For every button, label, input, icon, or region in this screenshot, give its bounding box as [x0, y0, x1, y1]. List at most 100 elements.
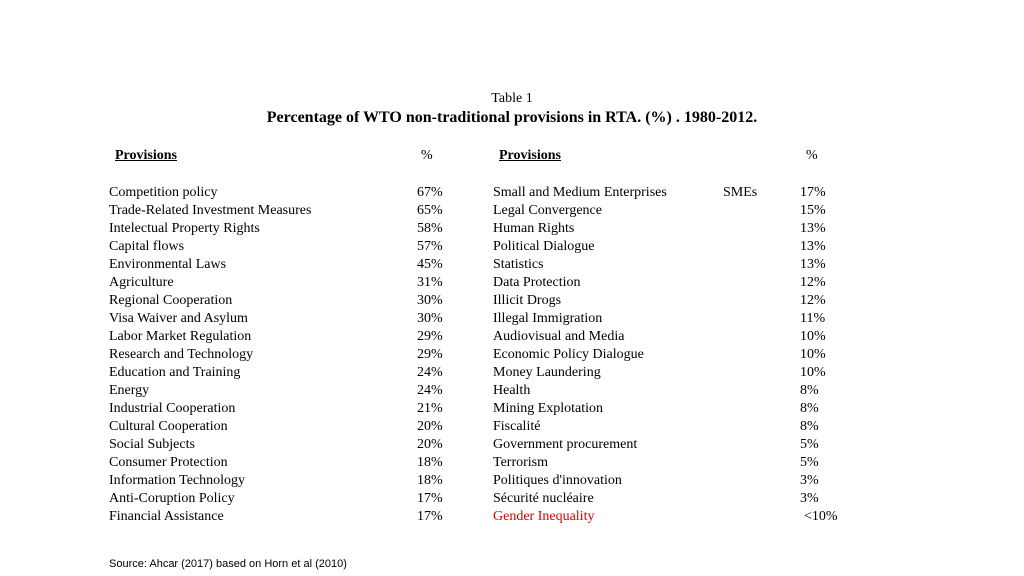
provision-name: Research and Technology	[109, 347, 254, 362]
provision-percent: 3%	[800, 491, 819, 506]
provision-abbreviation: SMEs	[723, 185, 758, 200]
table-row: Education and Training 24%	[109, 364, 449, 382]
provision-percent: 24%	[417, 365, 443, 380]
table-row: Human Rights 13%	[493, 220, 853, 238]
provision-name: Politiques d'innovation	[493, 473, 622, 488]
provision-name: Audiovisual and Media	[493, 329, 625, 344]
provision-name: Mining Explotation	[493, 401, 604, 416]
table-row: Data Protection 12%	[493, 274, 853, 292]
provision-name: Data Protection	[493, 275, 581, 290]
provision-name: Sécurité nucléaire	[493, 491, 594, 506]
table-row: Research and Technology 29%	[109, 346, 449, 364]
provision-name: Terrorism	[493, 455, 549, 470]
provision-percent: 3%	[800, 473, 819, 488]
provision-percent: 12%	[800, 293, 826, 308]
table-row: Money Laundering 10%	[493, 364, 853, 382]
provision-percent: 24%	[417, 383, 443, 398]
provision-name: Government procurement	[493, 437, 638, 452]
table-row: Small and Medium Enterprises SMEs 17%	[493, 184, 853, 202]
table-row: Consumer Protection 18%	[109, 454, 449, 472]
provision-percent: 10%	[800, 365, 826, 380]
provision-percent: 13%	[800, 221, 826, 236]
provision-name: Agriculture	[109, 275, 174, 290]
provision-name: Cultural Cooperation	[109, 419, 228, 434]
table-row: Labor Market Regulation 29%	[109, 328, 449, 346]
provision-percent: 5%	[800, 455, 819, 470]
provision-percent: 31%	[417, 275, 443, 290]
provision-name: Industrial Cooperation	[109, 401, 236, 416]
table-caption: Table 1	[491, 91, 533, 106]
provision-percent: 5%	[800, 437, 819, 452]
table-row: Illicit Drogs 12%	[493, 292, 853, 310]
table-row: Social Subjects 20%	[109, 436, 449, 454]
provision-name: Health	[493, 383, 531, 398]
provision-name: Small and Medium Enterprises	[493, 185, 667, 200]
provision-percent: <10%	[804, 509, 838, 524]
table-row: Financial Assistance 17%	[109, 508, 449, 526]
table-row: Intelectual Property Rights 58%	[109, 220, 449, 238]
table-title: Percentage of WTO non-traditional provis…	[266, 109, 758, 126]
provision-name: Economic Policy Dialogue	[493, 347, 644, 362]
right-percent-header: %	[806, 148, 818, 163]
provision-percent: 10%	[800, 329, 826, 344]
table-row: Energy 24%	[109, 382, 449, 400]
provision-name: Energy	[109, 383, 150, 398]
provision-percent: 8%	[800, 383, 819, 398]
provision-name: Human Rights	[493, 221, 575, 236]
table-row: Mining Explotation 8%	[493, 400, 853, 418]
left-provisions-header: Provisions	[115, 148, 177, 163]
provision-percent: 17%	[417, 491, 443, 506]
provision-name: Illegal Immigration	[493, 311, 603, 326]
provision-percent: 20%	[417, 437, 443, 452]
right-provisions-header: Provisions	[499, 148, 561, 163]
table-row: Fiscalité 8%	[493, 418, 853, 436]
left-provisions-list: Competition policy 67% Trade-Related Inves…	[109, 184, 449, 526]
table-row: Visa Waiver and Asylum 30%	[109, 310, 449, 328]
table-row: Competition policy 67%	[109, 184, 449, 202]
provision-name: Competition policy	[109, 185, 218, 200]
table-row: Cultural Cooperation 20%	[109, 418, 449, 436]
provision-name: Illicit Drogs	[493, 293, 562, 308]
provision-percent: 58%	[417, 221, 443, 236]
left-percent-header: %	[421, 148, 433, 163]
table-row: Gender Inequality <10%	[493, 508, 853, 526]
table-row: Illegal Immigration 11%	[493, 310, 853, 328]
provision-name: Environmental Laws	[109, 257, 227, 272]
table-row: Industrial Cooperation 21%	[109, 400, 449, 418]
provision-name: Social Subjects	[109, 437, 195, 452]
provision-percent: 17%	[417, 509, 443, 524]
provision-percent: 11%	[800, 311, 826, 326]
provision-percent: 45%	[417, 257, 443, 272]
provision-name: Visa Waiver and Asylum	[109, 311, 248, 326]
provision-percent: 29%	[417, 347, 443, 362]
provision-percent: 15%	[800, 203, 826, 218]
table-row: Environmental Laws 45%	[109, 256, 449, 274]
source-note: Source: Ahcar (2017) based on Horn et al…	[109, 558, 347, 570]
table-row: Statistics 13%	[493, 256, 853, 274]
provision-name: Fiscalité	[493, 419, 541, 434]
table-row: Anti-Coruption Policy 17%	[109, 490, 449, 508]
provision-percent: 18%	[417, 473, 443, 488]
provision-name: Consumer Protection	[109, 455, 228, 470]
provision-percent: 17%	[800, 185, 826, 200]
provision-name: Gender Inequality	[493, 509, 595, 524]
provision-name: Intelectual Property Rights	[109, 221, 260, 236]
provision-percent: 20%	[417, 419, 443, 434]
provision-name: Regional Cooperation	[109, 293, 233, 308]
provision-name: Education and Training	[109, 365, 241, 380]
table-row: Terrorism 5%	[493, 454, 853, 472]
provision-name: Legal Convergence	[493, 203, 602, 218]
table-row: Political Dialogue 13%	[493, 238, 853, 256]
table-row: Regional Cooperation 30%	[109, 292, 449, 310]
table-row: Economic Policy Dialogue 10%	[493, 346, 853, 364]
provision-percent: 18%	[417, 455, 443, 470]
table-row: Government procurement 5%	[493, 436, 853, 454]
table-row: Audiovisual and Media 10%	[493, 328, 853, 346]
provision-name: Political Dialogue	[493, 239, 595, 254]
provision-percent: 8%	[800, 419, 819, 434]
provision-percent: 8%	[800, 401, 819, 416]
table-row: Legal Convergence 15%	[493, 202, 853, 220]
provision-percent: 12%	[800, 275, 826, 290]
provision-name: Information Technology	[109, 473, 246, 488]
provision-name: Statistics	[493, 257, 544, 272]
